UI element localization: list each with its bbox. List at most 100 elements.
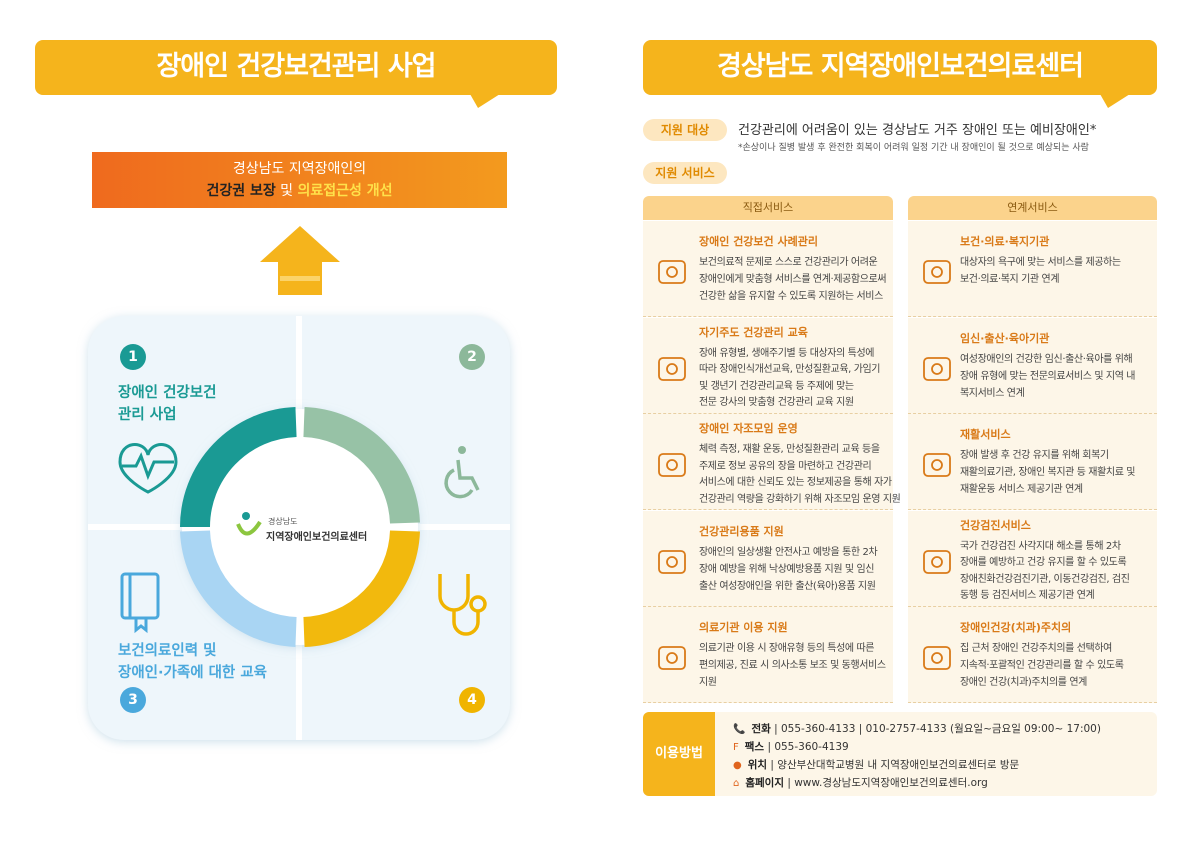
left-title: 장애인 건강보건관리 사업 <box>35 40 557 95</box>
usage-box: 이용방법 📞 전화 | 055-360-4133 | 010-2757-4133 (… <box>643 712 1157 796</box>
service-line: 대상자의 욕구에 맞는 서비스를 제공하는 <box>960 257 1121 268</box>
service-line: 국가 건강검진 사각지대 해소를 통해 2차 <box>960 540 1121 552</box>
stethoscope-icon <box>469 595 487 613</box>
service-icon <box>923 549 951 574</box>
column-header: 직접서비스 <box>643 196 893 220</box>
contact-line: ⌂ 홈페이지 | www.경상남도지역장애인보건의료센터.org <box>733 775 988 790</box>
service-title: 재활서비스 <box>960 428 1011 441</box>
contact-text: | 055-360-4139 <box>767 741 849 753</box>
service-line: 의료기관 이용 시 장애유형 등의 특성에 따른 <box>699 643 875 654</box>
target-label: 지원 대상 <box>643 119 727 141</box>
contact-label: 홈페이지 <box>745 777 784 789</box>
wheelchair-icon <box>458 446 466 454</box>
ring-center <box>214 441 386 613</box>
service-line: 주제로 정보 공유의 장을 마련하고 건강관리 <box>699 460 872 472</box>
quad-number: 3 <box>120 687 146 713</box>
service-line: 장애인의 일상생활 안전사고 예방을 통한 2차 <box>699 546 878 558</box>
service-line: 편의제공, 진료 시 의사소통 보조 및 동행서비스 <box>699 660 886 671</box>
service-line: 지원 <box>699 677 717 688</box>
arrow-stripe <box>280 276 320 281</box>
goal-line: 경상남도 지역장애인의 <box>232 161 367 177</box>
service-line: 보건·의료·복지 기관 연계 <box>960 274 1060 285</box>
service-title: 장애인건강(치과)주치의 <box>960 621 1072 634</box>
heart-icon <box>118 443 178 494</box>
quad-line: 장애인·가족에 대한 교육 <box>118 665 268 681</box>
service-title: 장애인 건강보건 사례관리 <box>699 235 818 248</box>
contact-label: 위치 <box>747 759 768 771</box>
quad-line: 장애인 건강보건 <box>118 385 217 401</box>
service-icon <box>923 453 951 477</box>
ring-seg-2 <box>302 407 420 525</box>
quad-number: 2 <box>459 344 485 370</box>
service-icon <box>923 356 951 381</box>
goal-part: 및 <box>280 183 294 199</box>
service-title: 보건·의료·복지기관 <box>960 235 1050 248</box>
service-item: 임신·출산·육아기관 여성장애인의 건강한 임신·출산·육아를 위해 장애 유형에 … <box>908 317 1157 414</box>
service-icon <box>658 356 686 381</box>
service-title: 자기주도 건강관리 교육 <box>699 325 808 339</box>
banner-tail <box>1100 94 1130 108</box>
contact-line: 📞 전화 | 055-360-4133 | 010-2757-4133 (월요일~… <box>733 721 1101 736</box>
contact-text: | 양산부산대학교병원 내 지역장애인보건의료센터로 방문 <box>770 759 1020 771</box>
contact-icon: F <box>733 742 739 753</box>
service-item: 장애인 건강보건 사례관리 보건의료적 문제로 스스로 건강관리가 어려운 장애인에… <box>643 221 893 317</box>
service-line: 보건의료적 문제로 스스로 건강관리가 어려운 <box>699 257 878 268</box>
ring-seg-1 <box>180 407 298 528</box>
service-line: 여성장애인의 건강한 임신·출산·육아를 위해 <box>960 353 1133 365</box>
service-line: 장애친화건강검진기관, 이동건강검진, 검진 <box>960 573 1130 585</box>
goal-box: 경상남도 지역장애인의 건강권 보장 및 의료접근성 개선 <box>92 152 507 208</box>
service-icon <box>658 646 686 670</box>
service-title: 임신·출산·육아기관 <box>960 331 1050 345</box>
service-icon <box>658 453 686 477</box>
book-icon <box>128 574 148 634</box>
service-icon <box>658 260 686 284</box>
service-icon <box>658 549 686 574</box>
book-icon <box>120 572 160 620</box>
service-item: 건강검진서비스 국가 건강검진 사각지대 해소를 통해 2차 장애를 예방하고 건강… <box>908 510 1157 607</box>
service-line: 체력 측정, 재활 운동, 만성질환관리 교육 등을 <box>699 444 880 455</box>
service-title: 의료기관 이용 지원 <box>699 621 788 634</box>
service-title: 건강관리용품 지원 <box>699 524 784 538</box>
contact-label: 전화 <box>751 723 771 735</box>
right-graphics <box>1100 94 1130 108</box>
stethoscope-icon <box>438 574 480 636</box>
service-line: 및 갱년기 건강관리교육 등 주제에 맞는 <box>699 380 854 392</box>
service-line: 건강한 삶을 유지할 수 있도록 지원하는 서비스 <box>699 291 883 302</box>
ring-seg-4 <box>302 529 420 647</box>
service-line: 재활운동 서비스 제공기관 연계 <box>960 484 1083 495</box>
contact-text: | www.경상남도지역장애인보건의료센터.org <box>787 777 988 789</box>
quad-line: 관리 사업 <box>118 407 177 423</box>
service-line: 전문 강사의 맞춤형 건강관리 교육 지원 <box>699 397 854 408</box>
service-item: 건강관리용품 지원 장애인의 일상생활 안전사고 예방을 통한 2차 장애 예방을 … <box>643 510 893 607</box>
target-text: 건강관리에 어려움이 있는 경상남도 거주 장애인 또는 예비장애인* <box>738 123 1097 138</box>
up-arrow <box>260 226 340 295</box>
service-line: 따라 장애인식개선교육, 만성질환교육, 가임기 <box>699 364 881 375</box>
column-header: 연계서비스 <box>908 196 1157 220</box>
quad-number: 1 <box>120 344 146 370</box>
service-line: 장애를 예방하고 건강 유지를 할 수 있도록 <box>960 557 1127 568</box>
pulse-icon <box>122 452 174 481</box>
quad-line: 보건의료인력 및 <box>118 643 217 659</box>
logo-small: 경상남도 <box>268 517 298 526</box>
ring-seg-3 <box>180 529 298 647</box>
service-line: 출산 여성장애인을 위한 출산(육아)용품 지원 <box>699 580 876 592</box>
service-line: 장애 유형별, 생애주기별 등 대상자의 특성에 <box>699 347 875 359</box>
contact-text: | 055-360-4133 | 010-2757-4133 (월요일~금요일 … <box>774 723 1101 735</box>
service-icon <box>923 646 951 670</box>
service-line: 집 근처 장애인 건강주치의를 선택하여 <box>960 643 1112 654</box>
service-line: 건강관리 역량을 강화하기 위해 자조모임 운영 지원 <box>699 493 901 505</box>
service-item: 장애인 자조모임 운영 체력 측정, 재활 운동, 만성질환관리 교육 등을 주제로… <box>643 414 901 510</box>
service-line: 복지서비스 연계 <box>960 387 1025 399</box>
service-line: 지속적·포괄적인 건강관리를 할 수 있도록 <box>960 660 1124 671</box>
services-label: 지원 서비스 <box>643 162 727 184</box>
logo-mark <box>236 520 262 536</box>
contact-label: 팩스 <box>744 741 765 753</box>
usage-label: 이용방법 <box>643 712 715 796</box>
banner-tail <box>470 94 500 108</box>
